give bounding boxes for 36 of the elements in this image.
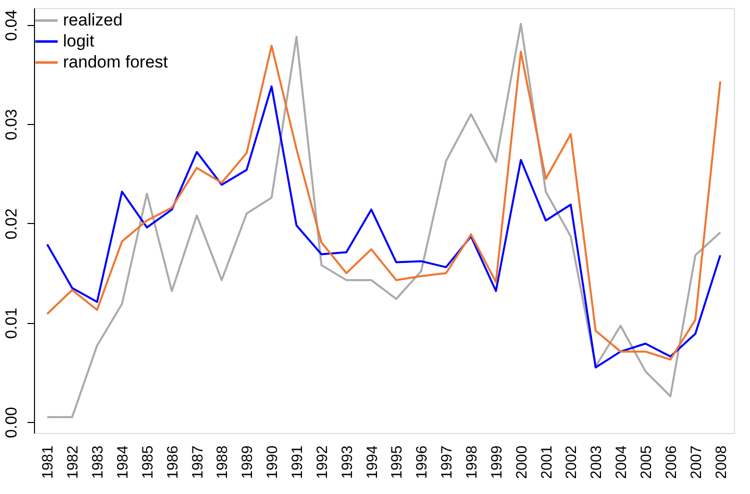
legend-label: random forest xyxy=(63,52,168,72)
x-tick-label: 2008 xyxy=(712,446,730,479)
x-tick-label: 1981 xyxy=(40,446,57,479)
x-tick-label: 2001 xyxy=(538,446,556,479)
x-tick-label: 1987 xyxy=(189,446,206,479)
x-tick-label: 1996 xyxy=(414,446,431,479)
x-tick-label: 1999 xyxy=(488,446,506,479)
x-tick-label: 2000 xyxy=(513,446,530,479)
y-tick-label: 0.04 xyxy=(4,10,20,41)
legend-label: logit xyxy=(63,32,94,50)
x-tick-label: 2002 xyxy=(563,446,580,479)
x-tick-label: 1986 xyxy=(164,446,182,479)
x-tick-label: 2004 xyxy=(613,446,630,479)
x-tick-label: 2007 xyxy=(688,446,705,479)
x-tick-label: 2003 xyxy=(588,446,606,479)
x-tick-label: 2006 xyxy=(662,446,680,479)
x-tick-label: 1983 xyxy=(90,446,107,479)
x-tick-label: 2005 xyxy=(638,446,656,479)
x-tick-label: 1997 xyxy=(438,446,456,479)
x-tick-label: 1994 xyxy=(364,446,381,479)
x-tick-label: 1995 xyxy=(388,446,406,479)
y-tick-label: 0.03 xyxy=(4,109,20,140)
x-tick-label: 1992 xyxy=(314,446,331,479)
x-tick-label: 1991 xyxy=(289,446,306,479)
legend-label: realized xyxy=(63,10,123,30)
x-tick-label: 1993 xyxy=(338,446,356,479)
x-tick-label: 1985 xyxy=(139,446,156,479)
x-tick-label: 1989 xyxy=(239,446,256,479)
y-tick-label: 0.01 xyxy=(4,308,20,339)
x-tick-label: 1990 xyxy=(264,446,282,479)
x-tick-label: 1984 xyxy=(114,446,132,479)
x-tick-label: 1998 xyxy=(464,446,480,479)
y-tick-label: 0.00 xyxy=(4,406,20,438)
y-tick-label: 0.02 xyxy=(4,208,20,240)
x-tick-label: 1982 xyxy=(64,446,82,479)
x-tick-label: 1988 xyxy=(214,446,232,479)
